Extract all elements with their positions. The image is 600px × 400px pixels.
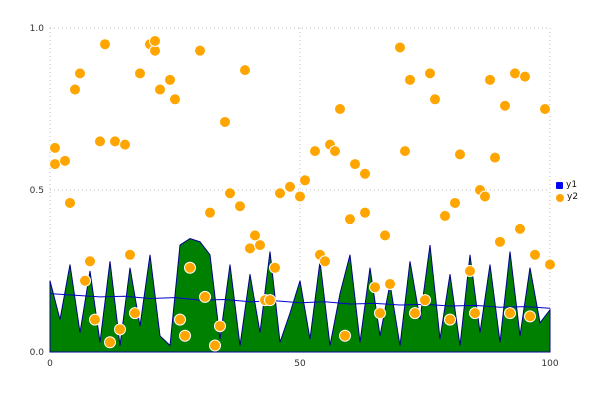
scatter-point bbox=[334, 103, 346, 115]
scatter-point bbox=[114, 323, 126, 336]
scatter-point bbox=[349, 158, 361, 171]
scatter-point bbox=[424, 67, 436, 80]
scatter-point bbox=[524, 310, 536, 323]
scatter-point bbox=[369, 281, 381, 294]
scatter-point bbox=[104, 336, 116, 349]
scatter-point bbox=[539, 103, 551, 115]
scatter-point bbox=[359, 206, 371, 219]
scatter-point bbox=[274, 187, 286, 200]
x-tick-label: 0 bbox=[47, 359, 53, 369]
scatter-point bbox=[249, 229, 261, 242]
legend-item-y2: y2 bbox=[556, 192, 578, 203]
chart-legend: y1 y2 bbox=[556, 180, 578, 203]
scatter-point bbox=[119, 138, 131, 151]
x-tick-label: 100 bbox=[541, 359, 558, 369]
y-tick-label: 1.0 bbox=[30, 24, 45, 34]
scatter-point bbox=[519, 70, 531, 83]
scatter-point bbox=[74, 67, 86, 80]
scatter-point bbox=[69, 83, 81, 96]
scatter-point bbox=[439, 209, 451, 222]
scatter-point bbox=[269, 261, 281, 274]
scatter-point bbox=[339, 329, 351, 342]
scatter-point bbox=[454, 148, 466, 161]
scatter-point bbox=[244, 242, 256, 255]
y-tick-label: 0.0 bbox=[30, 348, 45, 358]
scatter-point bbox=[329, 145, 341, 158]
scatter-point bbox=[89, 313, 101, 326]
scatter-point bbox=[234, 200, 246, 213]
scatter-point bbox=[59, 154, 71, 167]
scatter-point bbox=[194, 44, 206, 57]
scatter-point bbox=[399, 145, 411, 158]
y-tick-label: 0.5 bbox=[30, 186, 44, 196]
scatter-point bbox=[529, 248, 541, 261]
scatter-point bbox=[494, 235, 506, 248]
scatter-point bbox=[404, 73, 416, 86]
scatter-point bbox=[409, 307, 421, 320]
scatter-point bbox=[294, 190, 306, 203]
scatter-point bbox=[214, 320, 226, 333]
scatter-point bbox=[64, 196, 76, 209]
scatter-point bbox=[504, 307, 516, 320]
scatter-point bbox=[154, 83, 166, 96]
scatter-point bbox=[84, 255, 96, 268]
scatter-point bbox=[374, 307, 386, 320]
scatter-point bbox=[344, 213, 356, 226]
scatter-point bbox=[49, 141, 61, 154]
scatter-point bbox=[419, 294, 431, 307]
scatter-point bbox=[219, 115, 231, 128]
scatter-point bbox=[359, 167, 371, 180]
scatter-point bbox=[514, 222, 526, 235]
scatter-point bbox=[79, 274, 91, 287]
y2-circle-marker-icon bbox=[556, 193, 564, 202]
scatter-point bbox=[204, 206, 216, 219]
scatter-point bbox=[134, 67, 146, 80]
scatter-point bbox=[164, 73, 176, 86]
scatter-point bbox=[199, 290, 211, 303]
legend-label-y1: y1 bbox=[566, 180, 578, 190]
scatter-point bbox=[394, 41, 406, 54]
scatter-point bbox=[429, 93, 441, 106]
scatter-point bbox=[284, 180, 296, 193]
scatter-point bbox=[209, 339, 221, 352]
legend-item-y1: y1 bbox=[556, 180, 578, 191]
scatter-point bbox=[94, 135, 106, 148]
scatter-point bbox=[299, 174, 311, 187]
scatter-point bbox=[49, 158, 61, 171]
scatter-point bbox=[484, 73, 496, 86]
scatter-point bbox=[264, 294, 276, 307]
scatter-point bbox=[179, 329, 191, 342]
scatter-point bbox=[149, 34, 161, 47]
scatter-point bbox=[224, 187, 236, 200]
scatter-point bbox=[544, 258, 556, 271]
scatter-point bbox=[254, 239, 266, 252]
y1-square-marker-icon bbox=[556, 182, 563, 189]
scatter-point bbox=[99, 38, 111, 51]
scatter-point bbox=[109, 135, 121, 148]
scatter-point bbox=[309, 145, 321, 158]
scatter-point bbox=[479, 190, 491, 203]
scatter-point bbox=[129, 307, 141, 320]
scatter-point bbox=[169, 93, 181, 106]
scatter-point bbox=[444, 313, 456, 326]
scatter-point bbox=[499, 99, 511, 112]
x-tick-label: 50 bbox=[294, 359, 306, 369]
scatter-point bbox=[239, 64, 251, 77]
scatter-point bbox=[384, 277, 396, 290]
scatter-point bbox=[449, 196, 461, 209]
scatter-point bbox=[379, 229, 391, 242]
scatter-point bbox=[174, 313, 186, 326]
scatter-point bbox=[124, 248, 136, 261]
scatter-point bbox=[319, 255, 331, 268]
line-series-y1-smoothed-line bbox=[49, 293, 551, 309]
scatter-point bbox=[184, 261, 196, 274]
scatter-point bbox=[489, 151, 501, 164]
legend-label-y2: y2 bbox=[567, 192, 579, 202]
scatter-point bbox=[469, 307, 481, 320]
area-series-y1 bbox=[49, 238, 551, 353]
scatter-point bbox=[509, 67, 521, 80]
scatter-point bbox=[464, 265, 476, 277]
